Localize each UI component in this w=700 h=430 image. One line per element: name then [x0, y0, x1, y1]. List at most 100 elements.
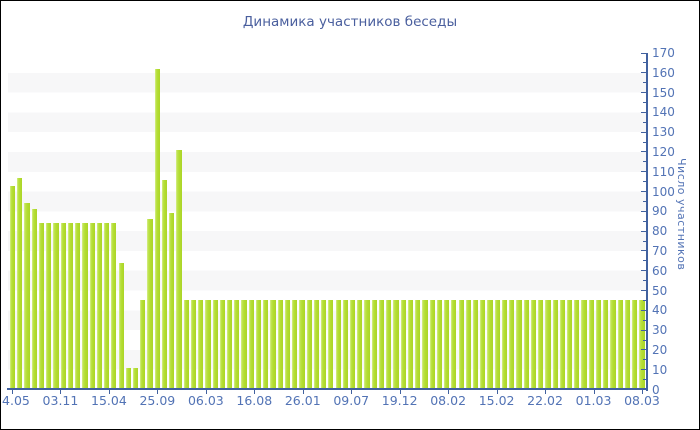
bar	[494, 300, 500, 390]
bar	[183, 300, 189, 390]
y-major-tick	[641, 349, 647, 351]
y-tick-label: 170	[652, 46, 675, 60]
y-tick-label: 80	[652, 224, 668, 239]
bar	[603, 300, 609, 390]
x-tick	[108, 390, 110, 394]
bar	[624, 300, 631, 390]
y-tick-label: 150	[652, 85, 675, 100]
bar	[176, 150, 182, 390]
x-tick	[399, 390, 401, 394]
x-tick-label: 24.05	[1, 393, 30, 408]
bar	[465, 300, 471, 390]
bar	[559, 300, 565, 390]
bar	[89, 223, 95, 390]
bar	[516, 300, 522, 390]
bar	[350, 300, 356, 390]
bar	[125, 367, 131, 390]
bar	[227, 300, 233, 390]
chart-title: Динамика участников беседы	[242, 14, 458, 30]
y-tick-label: 110	[652, 164, 675, 179]
bar	[364, 300, 370, 390]
bar	[451, 300, 457, 390]
bar	[552, 300, 558, 390]
bar	[342, 300, 348, 390]
bar	[104, 223, 110, 390]
bar	[400, 300, 406, 390]
bar	[436, 300, 442, 390]
x-tick-label: 03.11	[42, 393, 79, 408]
bar	[284, 300, 291, 390]
bar	[574, 300, 580, 390]
bar	[335, 300, 341, 390]
bar	[60, 223, 66, 390]
bar	[24, 203, 30, 390]
y-axis-title: Число участников	[675, 158, 688, 271]
bar	[31, 209, 37, 390]
bar	[190, 300, 197, 390]
bar	[17, 177, 23, 390]
y-minor-tick	[643, 181, 647, 183]
bar	[270, 300, 276, 390]
x-tick-label: 22.02	[527, 393, 563, 408]
y-tick-label: 130	[652, 125, 675, 140]
x-tick	[205, 390, 207, 394]
bar	[610, 300, 616, 390]
bar	[386, 300, 392, 390]
y-tick-label: 120	[652, 144, 675, 159]
y-tick-label: 50	[652, 283, 668, 298]
x-tick	[642, 390, 643, 394]
bar	[67, 223, 74, 390]
bar	[538, 300, 544, 390]
y-minor-tick	[643, 299, 647, 301]
bar	[407, 300, 414, 390]
bar	[371, 300, 377, 390]
bar	[422, 300, 428, 390]
x-tick	[351, 390, 353, 394]
bar	[415, 300, 421, 390]
bar	[111, 223, 117, 390]
y-minor-tick	[643, 280, 647, 282]
x-tick	[545, 390, 547, 394]
y-tick-label: 40	[652, 303, 668, 318]
y-minor-tick	[643, 101, 647, 103]
y-minor-tick	[643, 161, 647, 163]
y-tick-label: 30	[652, 323, 668, 338]
bar	[393, 300, 399, 390]
y-minor-tick	[643, 339, 647, 341]
bar	[429, 300, 435, 390]
bar	[205, 300, 211, 390]
y-minor-tick	[643, 62, 647, 64]
x-tick-label: 15.04	[91, 393, 127, 408]
y-tick-label: 60	[652, 263, 668, 278]
bar	[639, 300, 645, 390]
bar	[219, 300, 225, 390]
x-tick	[448, 390, 450, 394]
bar	[82, 223, 88, 390]
bar	[38, 223, 45, 390]
y-major-tick	[641, 389, 647, 390]
y-tick-label: 0	[652, 382, 660, 397]
bar	[567, 300, 573, 390]
y-minor-tick	[643, 319, 647, 321]
y-major-tick	[641, 72, 647, 74]
y-major-tick	[641, 309, 647, 311]
x-tick-label: 09.07	[333, 393, 370, 408]
y-minor-tick	[643, 141, 647, 143]
y-major-tick	[641, 92, 647, 94]
bar	[581, 300, 587, 390]
y-major-tick	[641, 191, 647, 193]
y-tick-label: 90	[652, 204, 668, 219]
bar	[118, 262, 124, 390]
bar	[292, 300, 298, 390]
y-major-tick	[641, 111, 647, 113]
y-minor-tick	[643, 260, 647, 262]
x-tick-label: 15.02	[478, 393, 515, 408]
bar	[501, 300, 508, 390]
bar	[132, 367, 139, 390]
y-tick-label: 160	[652, 65, 675, 80]
bar	[212, 300, 218, 390]
y-minor-tick	[643, 200, 647, 202]
bar	[53, 223, 59, 390]
x-tick	[60, 390, 62, 394]
y-axis-line	[646, 52, 648, 391]
